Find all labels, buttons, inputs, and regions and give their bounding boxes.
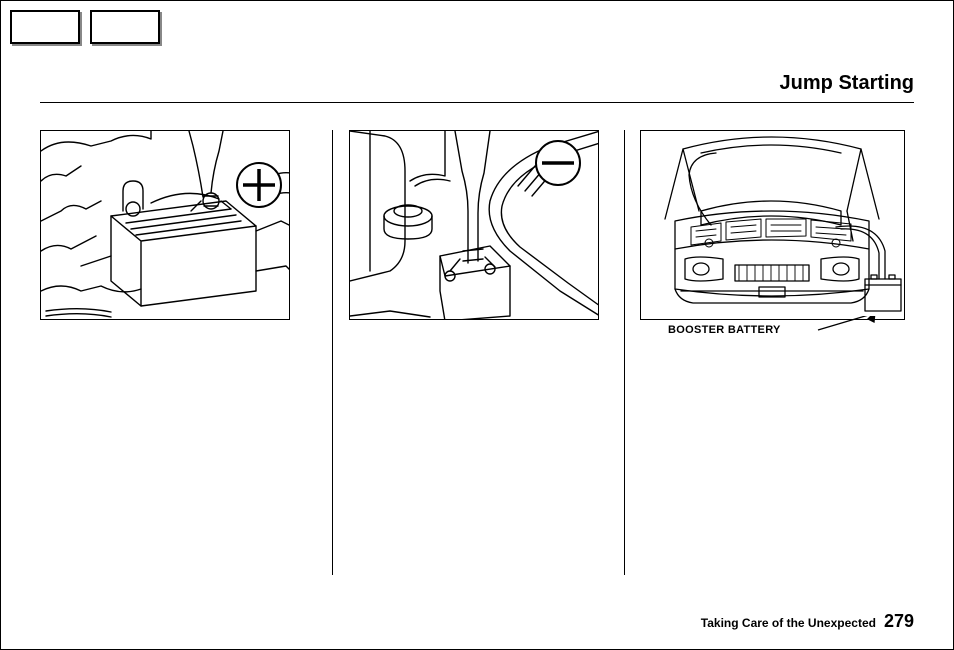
nav-button-1[interactable] — [10, 10, 80, 44]
car-booster-svg — [641, 131, 905, 320]
nav-button-2[interactable] — [90, 10, 160, 44]
illustration-battery-positive — [40, 130, 290, 320]
footer-page-number: 279 — [884, 611, 914, 632]
top-button-row — [10, 10, 160, 44]
footer: Taking Care of the Unexpected 279 — [701, 611, 914, 632]
minus-icon — [536, 141, 580, 185]
booster-battery-caption: BOOSTER BATTERY — [668, 324, 781, 336]
page-title: Jump Starting — [780, 72, 914, 95]
plus-icon — [237, 163, 281, 207]
footer-section-title: Taking Care of the Unexpected — [701, 616, 876, 630]
column-1 — [40, 130, 331, 580]
battery-positive-svg — [41, 131, 290, 320]
header-rule — [40, 102, 914, 103]
ground-negative-svg — [350, 131, 599, 320]
column-3-wrap: BOOSTER BATTERY — [640, 130, 905, 320]
column-2 — [331, 130, 622, 580]
illustration-car-booster — [640, 130, 905, 320]
illustration-ground-negative — [349, 130, 599, 320]
